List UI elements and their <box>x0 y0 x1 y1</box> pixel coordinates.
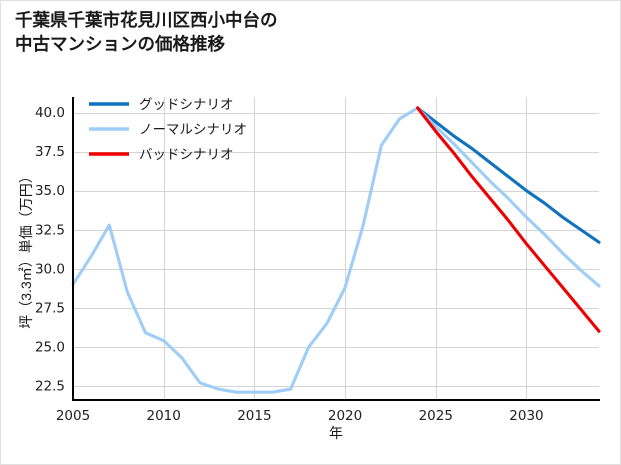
x-axis-title: 年 <box>329 425 343 441</box>
series-line-normal <box>71 106 601 394</box>
y-tick-label: 37.5 <box>35 144 65 160</box>
x-tick-label: 2005 <box>56 408 90 424</box>
series-group <box>71 106 601 394</box>
y-tick-label: 27.5 <box>35 300 65 316</box>
page-title: 千葉県千葉市花見川区西小中台の 中古マンションの価格推移 <box>15 10 278 54</box>
y-tick-label: 22.5 <box>35 378 65 394</box>
y-axis-title: 坪（3.3㎡）単価（万円） <box>18 169 34 328</box>
x-axis-tick-labels: 2005 2010 2015 2020 2025 2030 <box>56 408 544 424</box>
y-axis-tick-labels: 22.5 25.0 27.5 30.0 32.5 35.0 37.5 40.0 <box>35 105 65 394</box>
y-tick-label: 40.0 <box>35 105 65 121</box>
legend-label-good: グッドシナリオ <box>139 97 234 112</box>
x-tick-label: 2020 <box>328 408 362 424</box>
gridlines-group <box>73 97 599 400</box>
x-tick-label: 2025 <box>419 408 453 424</box>
y-tick-label: 25.0 <box>35 339 65 355</box>
legend-label-normal: ノーマルシナリオ <box>139 122 247 137</box>
series-line-good <box>416 106 601 244</box>
legend-label-bad: バッドシナリオ <box>139 147 234 162</box>
y-tick-label: 32.5 <box>35 222 65 238</box>
y-tick-label: 35.0 <box>35 183 65 199</box>
x-tick-label: 2015 <box>237 408 271 424</box>
x-tick-label: 2030 <box>509 408 543 424</box>
series-line-bad <box>416 106 601 333</box>
x-tick-label: 2010 <box>147 408 181 424</box>
y-tick-label: 30.0 <box>35 261 65 277</box>
